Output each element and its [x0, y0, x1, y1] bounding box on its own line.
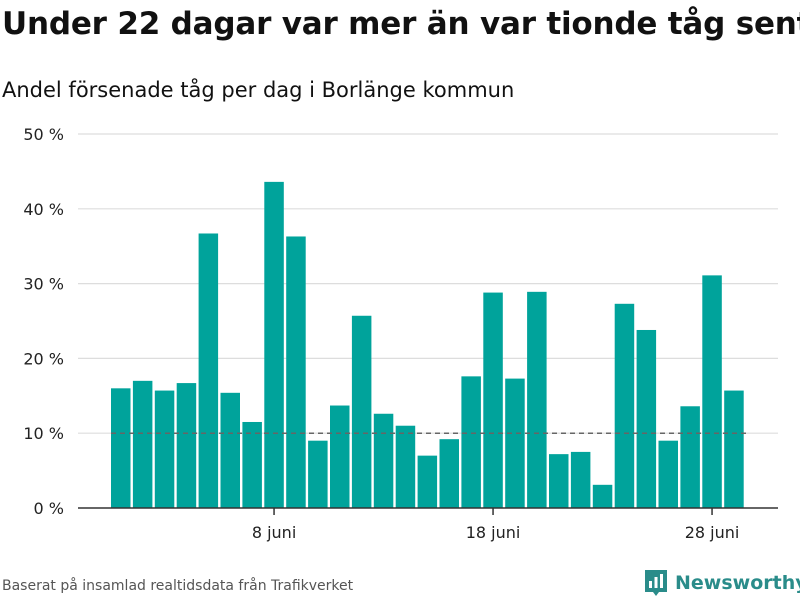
- bar[interactable]: [702, 275, 722, 508]
- y-tick-label: 20 %: [23, 349, 64, 368]
- x-axis: 8 juni 18 juni 28 juni: [78, 507, 778, 542]
- newsworthy-logo-icon: [645, 570, 667, 596]
- bar[interactable]: [132, 380, 153, 508]
- bar[interactable]: [330, 405, 350, 508]
- bar[interactable]: [198, 233, 219, 508]
- x-tick-label: 18 juni: [466, 523, 521, 542]
- bars: [111, 181, 744, 508]
- bar[interactable]: [154, 390, 175, 508]
- bar[interactable]: [592, 484, 613, 508]
- chart-subtitle: Andel försenade tåg per dag i Borlänge k…: [2, 78, 515, 102]
- y-tick-label: 10 %: [23, 424, 64, 443]
- bar-chart: 0 % 10 % 20 % 30 % 40 % 50 % 8 juni 18 juni 28 …: [23, 125, 778, 542]
- bar[interactable]: [242, 421, 262, 508]
- bar[interactable]: [176, 383, 197, 508]
- bar[interactable]: [636, 329, 657, 508]
- y-tick-label: 40 %: [23, 200, 64, 219]
- bar[interactable]: [483, 292, 503, 508]
- y-tick-label: 50 %: [23, 125, 64, 144]
- y-tick-label: 30 %: [23, 275, 64, 294]
- x-tick-label: 8 juni: [252, 523, 296, 542]
- x-tick-label: 28 juni: [685, 523, 740, 542]
- y-tick-label: 0 %: [34, 499, 64, 518]
- source-note: Baserat på insamlad realtidsdata från Tr…: [2, 578, 354, 594]
- bar[interactable]: [351, 315, 372, 508]
- bar[interactable]: [220, 392, 241, 508]
- bar[interactable]: [308, 440, 328, 508]
- brand-name: Newsworthy: [675, 572, 800, 594]
- bar[interactable]: [264, 181, 284, 508]
- bar[interactable]: [658, 440, 679, 508]
- bar[interactable]: [570, 451, 591, 508]
- y-axis: 0 % 10 % 20 % 30 % 40 % 50 %: [23, 125, 64, 518]
- bar[interactable]: [111, 388, 131, 508]
- bar[interactable]: [549, 454, 569, 508]
- brand[interactable]: Newsworthy: [643, 568, 800, 598]
- bar[interactable]: [417, 455, 438, 508]
- bar[interactable]: [286, 236, 306, 508]
- chart-title: Under 22 dagar var mer än var tionde tåg…: [2, 6, 800, 42]
- bar[interactable]: [461, 376, 481, 508]
- bar[interactable]: [724, 390, 744, 508]
- bar[interactable]: [439, 439, 460, 508]
- bar[interactable]: [680, 406, 700, 508]
- bar[interactable]: [505, 378, 525, 508]
- bar[interactable]: [614, 303, 635, 508]
- bar[interactable]: [373, 413, 394, 508]
- bar[interactable]: [395, 425, 416, 508]
- bar[interactable]: [527, 291, 547, 508]
